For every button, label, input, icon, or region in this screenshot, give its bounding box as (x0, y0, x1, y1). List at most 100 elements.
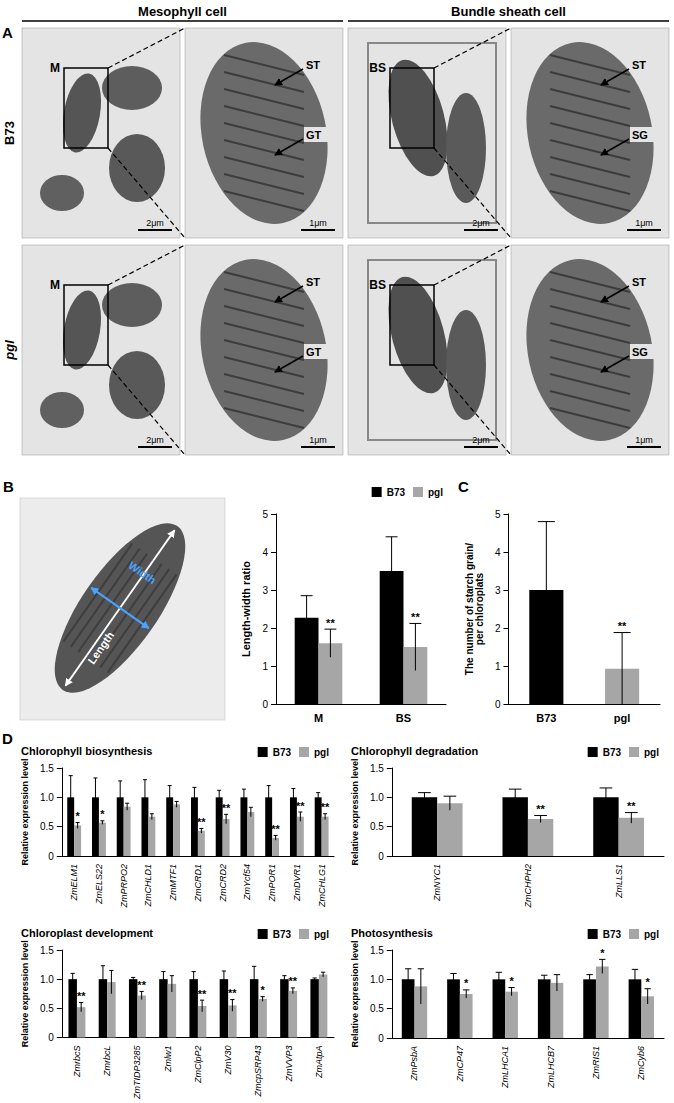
svg-text:0: 0 (378, 1033, 384, 1044)
svg-text:B73: B73 (387, 487, 406, 498)
svg-text:BS: BS (369, 61, 386, 75)
svg-text:ST: ST (632, 276, 646, 288)
svg-text:ZmELM1: ZmELM1 (69, 864, 79, 902)
svg-text:2: 2 (495, 623, 501, 634)
svg-text:GT: GT (306, 346, 322, 358)
svg-text:2μm: 2μm (146, 435, 164, 445)
svg-text:1.0: 1.0 (40, 974, 54, 985)
svg-text:ZmCHLG1: ZmCHLG1 (317, 864, 327, 908)
svg-text:1.0: 1.0 (370, 792, 384, 803)
svg-text:3: 3 (495, 585, 501, 596)
svg-text:M: M (50, 278, 60, 292)
svg-text:BS: BS (369, 278, 386, 292)
svg-text:1μm: 1μm (309, 218, 327, 228)
svg-text:**: ** (321, 801, 330, 813)
svg-text:ZmNYC1: ZmNYC1 (432, 864, 442, 902)
svg-text:GT: GT (306, 129, 322, 141)
svg-text:*: * (509, 975, 514, 987)
svg-text:ZmVVP3: ZmVVP3 (284, 1045, 294, 1082)
svg-text:Width: Width (126, 559, 158, 586)
svg-text:SG: SG (632, 129, 648, 141)
svg-text:ZmcpSRP43: ZmcpSRP43 (253, 1045, 263, 1097)
svg-text:1.5: 1.5 (40, 945, 54, 956)
svg-text:**: ** (77, 990, 86, 1002)
svg-text:ZmCRD2: ZmCRD2 (218, 864, 228, 903)
svg-text:**: ** (222, 802, 231, 814)
svg-text:**: ** (536, 803, 545, 815)
svg-text:ZmV30: ZmV30 (223, 1045, 233, 1075)
svg-text:ZmLHCB7: ZmLHCB7 (546, 1045, 556, 1089)
svg-text:**: ** (326, 617, 335, 629)
svg-text:5: 5 (495, 509, 501, 520)
svg-text:pgl: pgl (314, 747, 329, 758)
svg-text:0.5: 0.5 (370, 821, 384, 832)
svg-text:ZmYcf54: ZmYcf54 (242, 864, 252, 901)
svg-text:2μm: 2μm (472, 218, 490, 228)
svg-text:2: 2 (262, 623, 268, 634)
svg-text:Length: Length (85, 629, 116, 666)
svg-text:Relative expression level: Relative expression level (350, 758, 360, 865)
svg-text:*: * (646, 976, 651, 988)
svg-text:1.5: 1.5 (370, 763, 384, 774)
svg-text:ZmCP47: ZmCP47 (455, 1045, 465, 1083)
svg-text:ZmCRD1: ZmCRD1 (193, 864, 203, 903)
svg-text:**: ** (289, 975, 298, 987)
svg-text:2μm: 2μm (472, 435, 490, 445)
svg-text:BS: BS (396, 712, 411, 724)
svg-text:pgl: pgl (314, 929, 329, 940)
svg-text:2μm: 2μm (146, 218, 164, 228)
svg-text:*: * (464, 977, 469, 989)
svg-text:B73: B73 (273, 929, 292, 940)
svg-text:0.5: 0.5 (40, 821, 54, 832)
svg-text:0: 0 (378, 851, 384, 862)
svg-text:ZmLHCA1: ZmLHCA1 (500, 1046, 510, 1089)
svg-text:pgl: pgl (428, 487, 443, 498)
svg-text:B73: B73 (2, 121, 17, 145)
svg-text:0: 0 (48, 1032, 54, 1043)
svg-text:ZmCHLD1: ZmCHLD1 (143, 864, 153, 908)
svg-text:1μm: 1μm (635, 218, 653, 228)
svg-text:*: * (600, 947, 605, 959)
svg-text:Relative expression level: Relative expression level (20, 940, 30, 1047)
svg-text:B73: B73 (603, 747, 622, 758)
svg-text:ZmRIS1: ZmRIS1 (591, 1046, 601, 1080)
svg-text:Relative expression level: Relative expression level (20, 758, 30, 865)
svg-text:*: * (260, 984, 265, 996)
svg-text:3: 3 (262, 585, 268, 596)
svg-text:ZmMTF1: ZmMTF1 (168, 864, 178, 902)
svg-text:M: M (50, 61, 60, 75)
svg-text:pgl: pgl (2, 340, 17, 361)
svg-text:*: * (100, 808, 105, 820)
svg-text:**: ** (296, 800, 305, 812)
svg-text:ST: ST (306, 59, 320, 71)
svg-text:ZmPOR1: ZmPOR1 (267, 864, 277, 903)
svg-text:*: * (75, 810, 80, 822)
svg-text:Mesophyll cell: Mesophyll cell (138, 4, 227, 19)
svg-text:1: 1 (495, 661, 501, 672)
svg-text:1μm: 1μm (635, 435, 653, 445)
svg-text:ZmCyb6: ZmCyb6 (636, 1046, 646, 1081)
svg-text:0: 0 (495, 699, 501, 710)
svg-text:ZmCHPH2: ZmCHPH2 (523, 864, 533, 909)
svg-text:1.0: 1.0 (370, 974, 384, 985)
svg-text:B73: B73 (536, 712, 556, 724)
svg-text:ST: ST (632, 59, 646, 71)
svg-text:1μm: 1μm (309, 435, 327, 445)
svg-text:0: 0 (262, 699, 268, 710)
svg-text:ZmTIDP3285: ZmTIDP3285 (132, 1045, 142, 1101)
svg-text:Length-width ratio: Length-width ratio (240, 561, 252, 657)
svg-text:**: ** (198, 988, 207, 1000)
svg-text:Chlorophyll degradation: Chlorophyll degradation (351, 745, 478, 757)
svg-text:4: 4 (262, 547, 268, 558)
svg-text:ZmELS22: ZmELS22 (94, 864, 104, 905)
svg-text:**: ** (137, 979, 146, 991)
svg-text:1.5: 1.5 (40, 763, 54, 774)
svg-text:B73: B73 (603, 929, 622, 940)
svg-text:Chloroplast development: Chloroplast development (21, 927, 153, 939)
svg-text:**: ** (411, 611, 420, 623)
svg-text:**: ** (228, 987, 237, 999)
svg-text:pgl: pgl (614, 712, 631, 724)
svg-text:Photosynthesis: Photosynthesis (351, 927, 433, 939)
svg-text:1.0: 1.0 (40, 792, 54, 803)
svg-text:ZmrbcS: ZmrbcS (72, 1045, 82, 1078)
